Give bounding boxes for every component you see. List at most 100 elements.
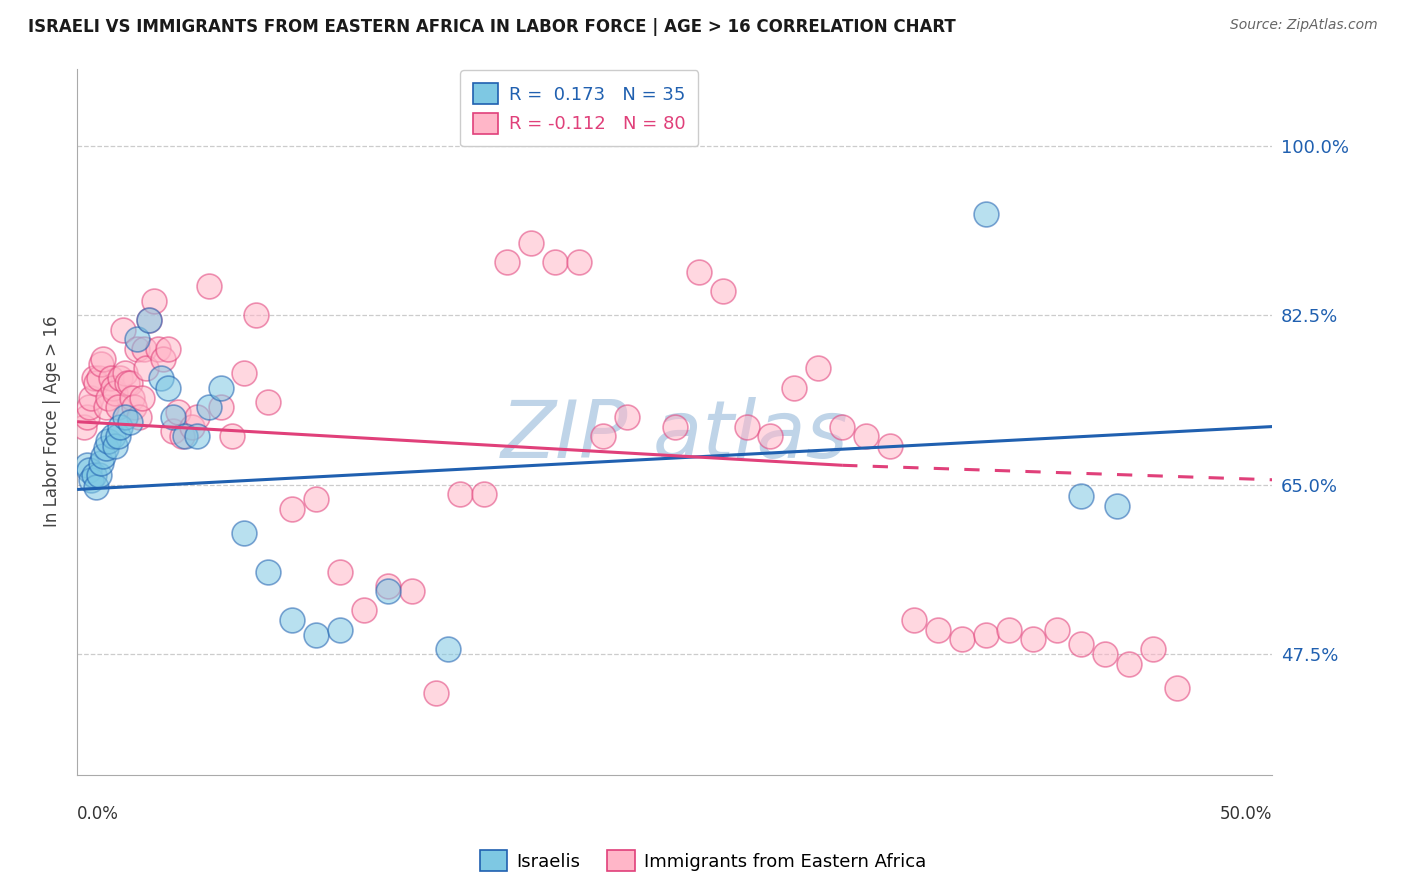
Point (118, 376, 141, 390)
Point (156, 342, 179, 356)
Point (1166, 681, 1188, 695)
Point (76, 409, 98, 424)
Point (128, 409, 150, 424)
Point (152, 351, 174, 366)
Point (998, 623, 1021, 637)
Point (84, 376, 107, 390)
Point (108, 371, 131, 385)
Point (100, 371, 122, 385)
Point (138, 313, 160, 327)
Point (101, 381, 124, 395)
Point (879, 439, 901, 453)
Point (180, 419, 202, 434)
Text: 0.0%: 0.0% (77, 805, 120, 823)
Point (329, 565, 352, 579)
Point (162, 425, 184, 439)
Point (117, 376, 139, 390)
Point (472, 487, 495, 501)
Point (135, 361, 157, 376)
Point (118, 415, 141, 429)
Point (305, 492, 328, 507)
Point (377, 584, 399, 599)
Point (197, 279, 219, 293)
Point (759, 429, 782, 443)
Legend: R =  0.173   N = 35, R = -0.112   N = 80: R = 0.173 N = 35, R = -0.112 N = 80 (460, 70, 699, 146)
Point (87, 467, 110, 482)
Point (1142, 642, 1164, 657)
Text: 50.0%: 50.0% (1220, 805, 1272, 823)
Point (688, 265, 710, 279)
Legend: Israelis, Immigrants from Eastern Africa: Israelis, Immigrants from Eastern Africa (472, 843, 934, 879)
Point (93, 351, 115, 366)
Point (221, 429, 243, 443)
Point (172, 429, 194, 443)
Point (162, 409, 184, 424)
Point (436, 642, 458, 657)
Point (97, 391, 120, 405)
Point (209, 381, 232, 395)
Point (1094, 647, 1116, 661)
Point (903, 613, 925, 627)
Point (107, 401, 129, 415)
Point (83, 371, 105, 385)
Point (148, 342, 170, 356)
Point (449, 487, 471, 501)
Point (974, 207, 997, 221)
Point (166, 405, 188, 419)
Point (76, 458, 98, 473)
Point (496, 255, 519, 269)
Point (735, 419, 758, 434)
Point (101, 429, 124, 443)
Point (1022, 632, 1045, 647)
Point (77, 401, 100, 415)
Point (94, 441, 117, 455)
Point (125, 333, 148, 347)
Point (329, 623, 352, 637)
Point (197, 401, 219, 415)
Point (305, 627, 328, 641)
Point (245, 308, 267, 322)
Point (90, 357, 112, 371)
Point (401, 584, 423, 599)
Point (1118, 657, 1140, 671)
Point (125, 342, 148, 356)
Point (257, 565, 280, 579)
Point (281, 501, 304, 516)
Point (1070, 637, 1092, 651)
Point (114, 367, 136, 381)
Point (107, 429, 129, 443)
Point (568, 255, 591, 269)
Point (281, 613, 304, 627)
Point (84, 479, 107, 493)
Point (1070, 489, 1092, 503)
Point (1107, 499, 1129, 513)
Text: ZIP atlas: ZIP atlas (501, 397, 849, 475)
Text: ISRAELI VS IMMIGRANTS FROM EASTERN AFRICA IN LABOR FORCE | AGE > 16 CORRELATION : ISRAELI VS IMMIGRANTS FROM EASTERN AFRIC… (28, 18, 956, 36)
Point (94, 401, 117, 415)
Point (77, 463, 100, 477)
Point (377, 579, 399, 593)
Point (257, 395, 280, 409)
Point (233, 367, 256, 381)
Y-axis label: In Labor Force | Age > 16: In Labor Force | Age > 16 (44, 316, 60, 527)
Point (156, 381, 179, 395)
Point (173, 429, 195, 443)
Point (131, 391, 153, 405)
Point (142, 293, 165, 308)
Point (87, 371, 110, 385)
Text: Source: ZipAtlas.com: Source: ZipAtlas.com (1230, 18, 1378, 32)
Point (209, 401, 232, 415)
Point (108, 419, 131, 434)
Point (233, 526, 256, 541)
Point (831, 419, 853, 434)
Point (807, 361, 830, 376)
Point (149, 371, 172, 385)
Point (927, 623, 949, 637)
Point (138, 313, 160, 327)
Point (132, 342, 155, 356)
Point (783, 381, 806, 395)
Point (592, 429, 614, 443)
Point (855, 429, 877, 443)
Point (425, 686, 447, 700)
Point (664, 419, 686, 434)
